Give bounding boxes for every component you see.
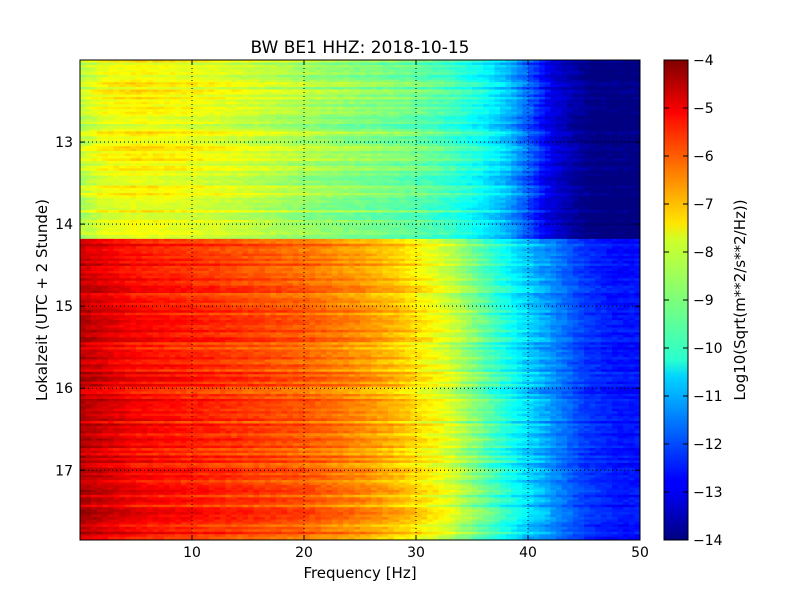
spectrogram-figure: 10 20 30 40 50 1314151617 BW BE1 HHZ: 2018-1… — [0, 0, 800, 600]
spectrogram-heatmap — [80, 60, 641, 540]
